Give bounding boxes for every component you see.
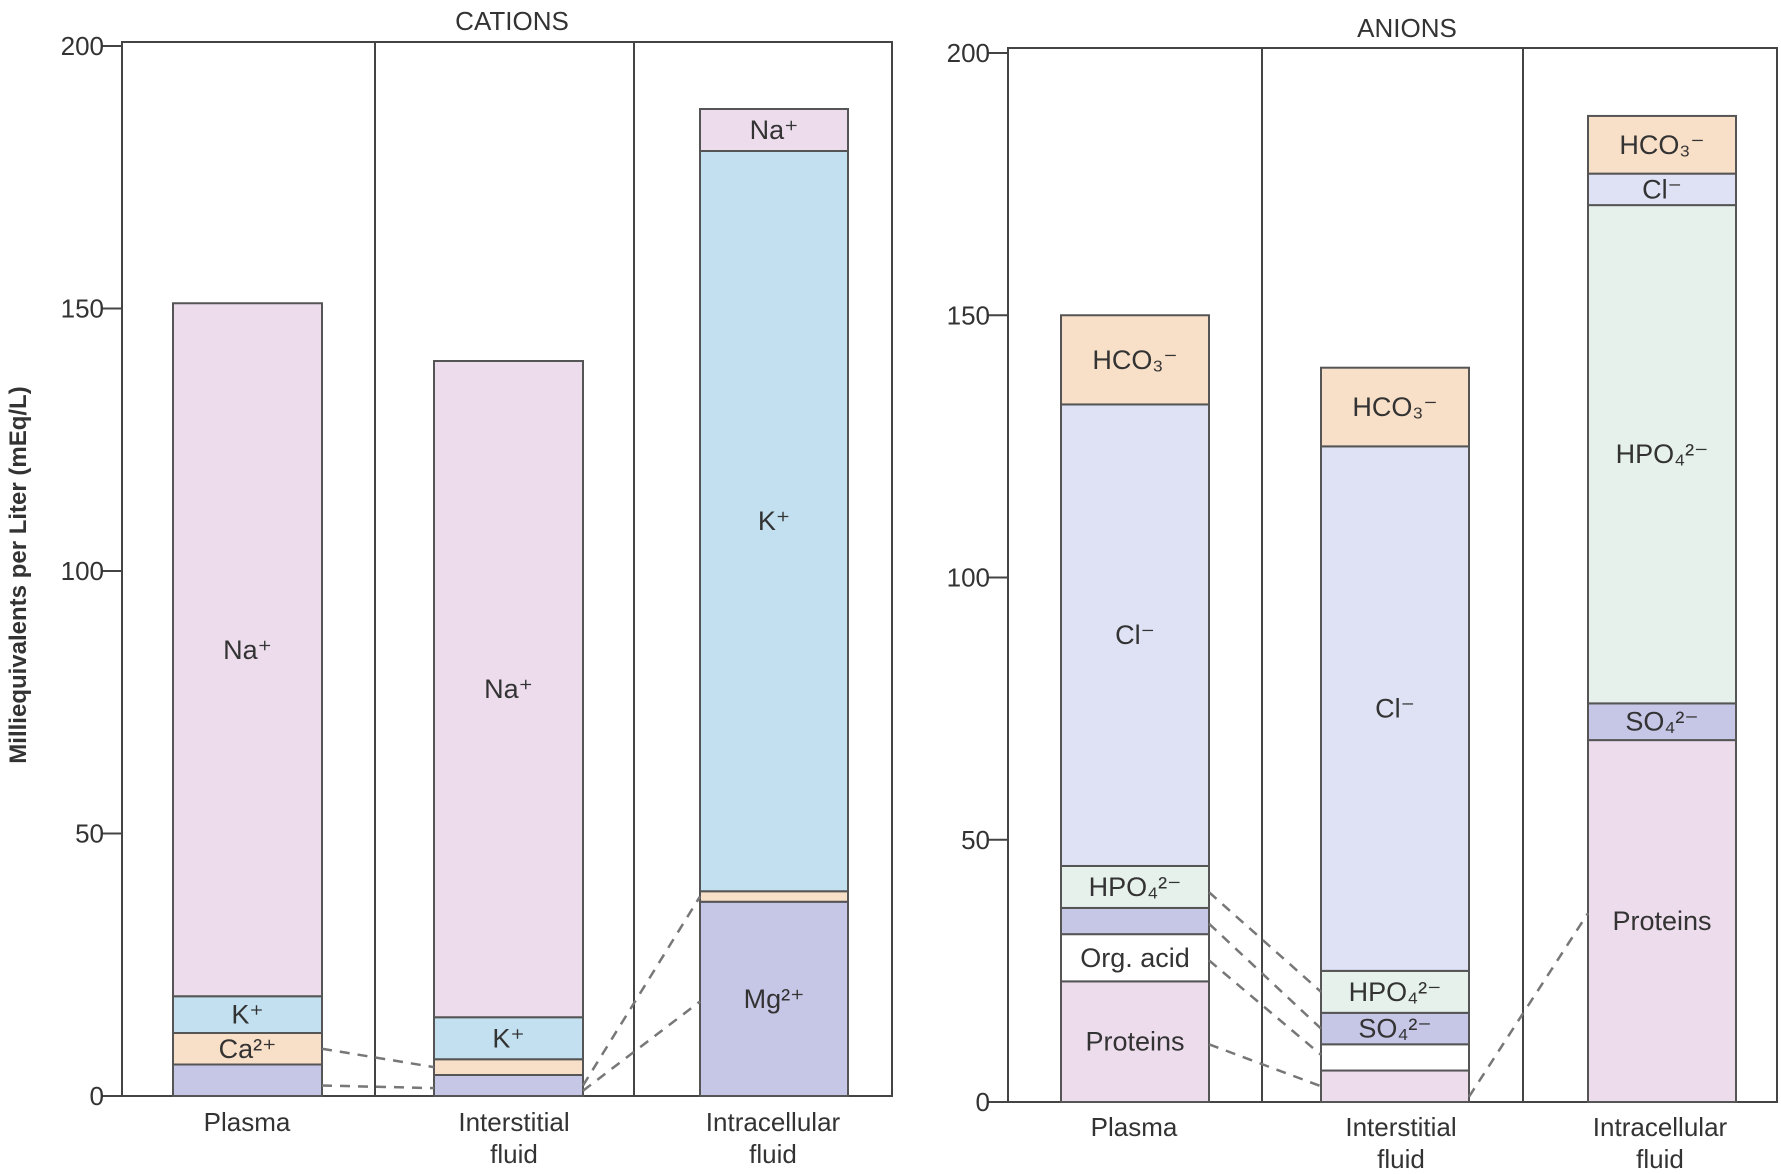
anions-bar-0-segment	[1060, 906, 1210, 936]
anions-bar-0-segment	[1060, 980, 1210, 1103]
anions-bar-1-segment	[1320, 366, 1470, 448]
anions-category-label: fluid	[1377, 1144, 1425, 1174]
dashed-connector-line	[1467, 912, 1590, 1098]
dashed-connector-line	[321, 1047, 435, 1069]
anions-tick-label: 100	[947, 563, 990, 593]
cations-tick-label: 50	[75, 819, 104, 849]
cations-tick-label: 150	[61, 294, 104, 324]
dashed-connector-line	[581, 895, 702, 1087]
anions-bar-2-segment	[1587, 204, 1737, 705]
anions-segment-label: Cl⁻	[1642, 174, 1682, 204]
anions-tick-label: 150	[947, 300, 990, 330]
cations-category-label: Plasma	[204, 1107, 291, 1137]
cations-bar-0-segment	[172, 1063, 323, 1097]
anions-bar-1-segment	[1320, 1043, 1470, 1072]
anions-bar-0-segment	[1060, 314, 1210, 406]
cations-segment-label: K⁺	[231, 1000, 263, 1030]
cations-tick-label: 100	[61, 556, 104, 586]
dashed-connector-line	[1208, 959, 1322, 1056]
cations-bar-0-segment	[172, 302, 323, 998]
cations-bar-1-segment	[433, 360, 584, 1019]
cations-category-label: fluid	[749, 1139, 797, 1169]
anions-segment-label: HPO₄²⁻	[1616, 439, 1709, 469]
cations-bar-1-segment	[433, 1058, 584, 1076]
cations-category-label: fluid	[490, 1139, 538, 1169]
anions-bar-0-segment	[1060, 933, 1210, 983]
anions-tick-label: 0	[976, 1087, 990, 1117]
anions-bar-2-segment	[1587, 739, 1737, 1103]
cations-bar-2-segment	[699, 900, 849, 1097]
anions-segment-label: HCO₃⁻	[1092, 345, 1177, 375]
anions-segment-label: HCO₃⁻	[1352, 392, 1437, 422]
dashed-connectors	[321, 891, 1590, 1098]
anions-category-label: Interstitial	[1345, 1112, 1456, 1142]
anions-bar-2-segment	[1587, 172, 1737, 207]
anions-category-label: fluid	[1636, 1144, 1684, 1174]
cations-bar-2-segment	[699, 150, 849, 893]
cations-segment-label: Ca²⁺	[219, 1034, 277, 1064]
cations-tick-label: 0	[90, 1081, 104, 1111]
anions-bar-2-segment	[1587, 702, 1737, 742]
dashed-connector-line	[321, 1084, 435, 1090]
anions-tick-label: 50	[961, 825, 990, 855]
anions-segment-label: Cl⁻	[1375, 694, 1415, 724]
anions-bar-1-segment	[1320, 445, 1470, 972]
anions-bar-1-segment	[1320, 969, 1470, 1014]
y-axis-label: Milliequivalents per Liter (mEq/L)	[5, 386, 32, 763]
anions-segment-label: SO₄²⁻	[1625, 707, 1698, 737]
dashed-connector-line	[1208, 922, 1322, 1030]
cations-tick-label: 200	[61, 31, 104, 61]
dashed-connector-line	[1208, 891, 1322, 993]
cations-bar-2-segment	[699, 890, 849, 903]
cations-segment-label: Na⁺	[750, 115, 799, 145]
dashed-connector-line	[1208, 1043, 1322, 1088]
cations-segment-label: K⁺	[758, 506, 790, 536]
anions-bar-2-segment	[1587, 114, 1737, 175]
dashed-connector-line	[582, 1000, 701, 1092]
cations-segment-label: Na⁺	[484, 674, 533, 704]
anions-segment-label: Cl⁻	[1115, 620, 1155, 650]
anions-bar-0-segment	[1060, 864, 1210, 909]
cations-category-label: Interstitial	[458, 1107, 569, 1137]
anions-title: ANIONS	[1357, 13, 1457, 43]
anions-segment-label: HPO₄²⁻	[1349, 977, 1442, 1007]
cations-bar-0-segment	[172, 1032, 323, 1066]
anions-segment-label: Org. acid	[1080, 943, 1190, 973]
cations-title: CATIONS	[455, 6, 569, 36]
anions-bar-1-segment	[1320, 1069, 1470, 1104]
anions-segment-label: HPO₄²⁻	[1089, 872, 1182, 902]
anions-segment-label: Proteins	[1085, 1027, 1184, 1057]
cations-bar-1-segment	[433, 1074, 584, 1097]
anions-segment-label: Proteins	[1612, 906, 1711, 936]
cations-panel: CATIONS 0 50 100 150 200 Ca²⁺ K⁺ Na⁺ K⁺ Na⁺ Mg²⁺ K⁺ N…	[61, 6, 893, 1169]
cations-bar-2-segment	[699, 108, 849, 152]
cations-bar-1-segment	[433, 1016, 584, 1061]
anions-segment-label: SO₄²⁻	[1358, 1014, 1431, 1044]
cations-category-label: Intracellular	[706, 1107, 841, 1137]
cations-segment-label: Mg²⁺	[744, 984, 805, 1014]
cations-segment-label: Na⁺	[223, 635, 272, 665]
anions-category-label: Plasma	[1091, 1112, 1178, 1142]
anions-panel: ANIONS 0 50 100 150 200 Proteins Org. acid HPO₄²…	[947, 13, 1778, 1174]
anions-tick-label: 200	[947, 38, 990, 68]
cations-segment-label: K⁺	[492, 1023, 524, 1053]
anions-category-label: Intracellular	[1593, 1112, 1728, 1142]
anions-segment-label: HCO₃⁻	[1619, 130, 1704, 160]
